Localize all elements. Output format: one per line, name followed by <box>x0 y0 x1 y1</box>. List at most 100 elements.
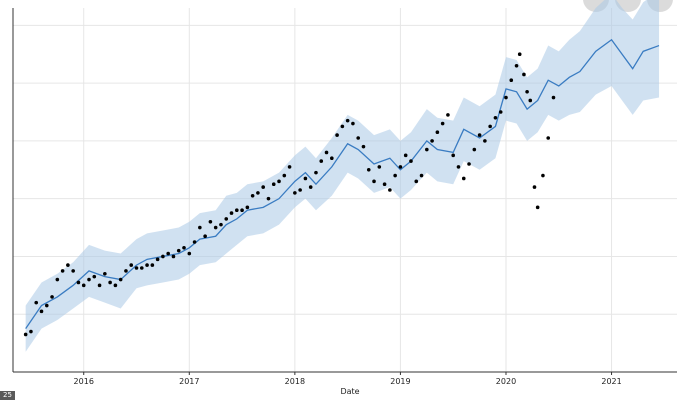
observed-point <box>456 165 461 169</box>
observed-point <box>528 98 533 103</box>
observed-point <box>340 124 345 129</box>
observed-point <box>60 269 65 273</box>
observed-point <box>498 110 503 114</box>
observed-point <box>446 113 450 117</box>
observed-point <box>440 121 445 126</box>
observed-point <box>124 269 128 273</box>
observed-point <box>493 115 498 120</box>
observed-point <box>356 136 360 140</box>
observed-point <box>517 52 522 57</box>
observed-point <box>23 332 28 337</box>
observed-point <box>87 277 91 282</box>
observed-point <box>546 136 551 140</box>
x-tick-label: 2020 <box>496 377 516 386</box>
observed-point <box>44 303 49 308</box>
observed-point <box>388 188 392 192</box>
observed-point <box>39 309 44 314</box>
observed-point <box>330 156 334 161</box>
observed-point <box>293 191 297 195</box>
observed-point <box>345 118 350 123</box>
observed-point <box>155 257 160 262</box>
corner-badge: 25 <box>0 391 15 400</box>
observed-point <box>351 121 355 126</box>
forecast-line <box>25 38 660 330</box>
observed-point <box>261 185 265 189</box>
observed-point <box>287 165 292 169</box>
observed-point <box>372 179 376 184</box>
observed-point <box>134 266 139 270</box>
observed-point <box>229 211 234 215</box>
observed-point <box>76 280 81 285</box>
observed-point <box>277 179 281 184</box>
observed-point <box>161 254 165 259</box>
observed-point <box>477 133 482 137</box>
observed-points <box>23 52 556 337</box>
observed-point <box>203 234 207 239</box>
x-tick-label: 2016 <box>74 377 94 386</box>
observed-point <box>50 295 54 299</box>
observed-point <box>509 78 514 83</box>
observed-point <box>414 179 419 184</box>
observed-point <box>483 139 487 143</box>
uncertainty-band <box>25 0 660 352</box>
x-tick-label: 2021 <box>601 377 621 386</box>
observed-point <box>266 196 271 201</box>
observed-point <box>150 263 155 267</box>
observed-point <box>435 130 440 135</box>
observed-point <box>419 173 424 178</box>
observed-point <box>187 251 192 256</box>
observed-point <box>224 217 229 221</box>
observed-point <box>245 205 250 210</box>
observed-point <box>192 240 197 244</box>
observed-point <box>66 263 70 267</box>
observed-point <box>118 277 123 282</box>
observed-point <box>145 263 149 267</box>
observed-point <box>319 159 324 163</box>
observed-point <box>81 283 86 288</box>
observed-point <box>256 191 260 195</box>
observed-point <box>97 283 102 288</box>
observed-point <box>522 72 526 77</box>
observed-point <box>335 133 339 137</box>
observed-point <box>409 159 413 163</box>
observed-point <box>182 245 186 250</box>
observed-point <box>535 205 540 210</box>
observed-point <box>176 248 181 253</box>
observed-point <box>467 162 471 166</box>
observed-point <box>393 173 397 178</box>
observed-point <box>398 165 403 169</box>
observed-point <box>472 147 477 152</box>
observed-point <box>403 153 408 158</box>
observed-point <box>271 182 276 187</box>
observed-point <box>129 263 134 267</box>
observed-point <box>171 254 176 259</box>
observed-point <box>303 176 308 181</box>
observed-point <box>92 274 97 279</box>
observed-point <box>166 251 170 256</box>
observed-point <box>282 173 287 178</box>
observed-point <box>514 63 519 68</box>
observed-point <box>308 185 313 189</box>
x-axis-title: Date <box>340 387 359 396</box>
observed-point <box>504 95 508 100</box>
observed-point <box>451 153 456 158</box>
x-tick-label: 2018 <box>285 377 305 386</box>
observed-point <box>488 124 492 129</box>
observed-point <box>532 185 537 189</box>
observed-point <box>213 225 218 230</box>
observed-point <box>525 89 529 94</box>
observed-point <box>298 188 302 192</box>
observed-point <box>240 208 244 213</box>
observed-point <box>314 170 318 175</box>
observed-point <box>366 167 371 172</box>
observed-point <box>234 208 239 213</box>
observed-point <box>113 283 118 288</box>
observed-point <box>139 266 144 270</box>
observed-point <box>461 176 466 181</box>
observed-point <box>382 182 387 187</box>
observed-point <box>29 329 33 334</box>
observed-point <box>55 277 60 282</box>
observed-point <box>541 173 545 178</box>
observed-point <box>324 150 329 155</box>
